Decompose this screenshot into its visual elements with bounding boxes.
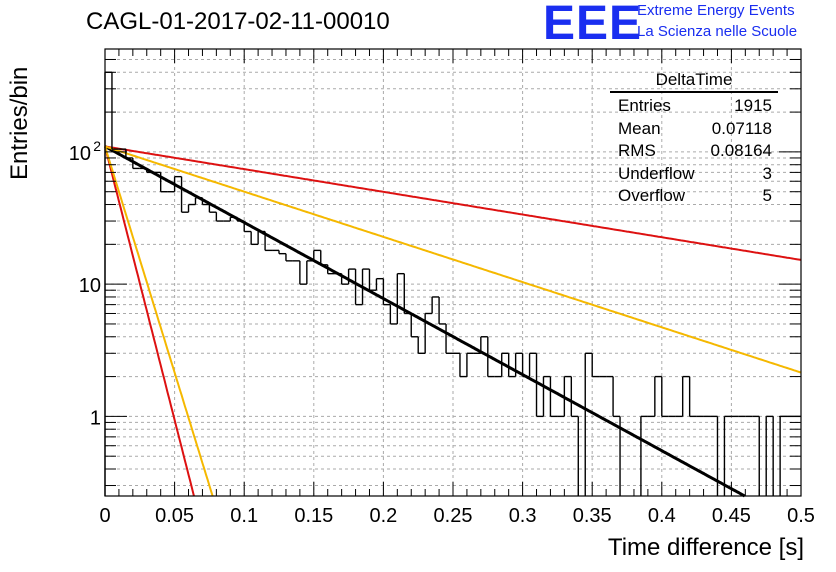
stats-value: 0.07118 [711, 118, 772, 138]
chart-title: CAGL-01-2017-02-11-00010 [86, 8, 390, 35]
stats-value: 3 [762, 163, 772, 183]
stats-label: Underflow [618, 163, 695, 183]
fit-curve [104, 145, 802, 261]
eee-tagline-1: Extreme Energy Events [637, 2, 795, 19]
fit-curve [104, 146, 214, 497]
x-tick-label: 0.4 [648, 505, 676, 527]
stats-value: 5 [762, 186, 772, 205]
x-tick-label: 0.5 [787, 505, 815, 527]
y-tick-label: 10 [69, 143, 91, 165]
x-tick-label: 0.15 [294, 505, 333, 527]
y-axis-label: Entries/bin [6, 66, 33, 180]
stats-label: RMS [618, 141, 656, 160]
stats-row: Mean 0.07118 [610, 118, 778, 141]
fit-curve [104, 145, 802, 374]
stats-label: Overflow [618, 186, 686, 205]
stats-label: Mean [618, 118, 661, 138]
y-tick-label: 10 [79, 275, 101, 297]
histogram [104, 71, 801, 496]
x-tick-label: 0.1 [230, 505, 258, 527]
axis-tick-labels: 0 0.05 0.1 0.15 0.2 0.25 0.3 0.35 0.4 0.45 0.5 1 10 1… [69, 138, 815, 527]
x-tick-label: 0.05 [155, 505, 194, 527]
stats-title: DeltaTime [610, 70, 778, 93]
stats-row: Overflow 5 [610, 185, 778, 208]
axis-ticks [104, 48, 802, 496]
eee-logo: EEE [543, 0, 643, 50]
stats-row: Underflow 3 [610, 163, 778, 186]
y-tick-label-exponent: 2 [93, 138, 101, 154]
x-tick-label: 0.25 [434, 505, 473, 527]
stats-label: Entries [618, 96, 671, 115]
eee-tagline-2: La Scienza nelle Scuole [637, 23, 798, 40]
x-axis-label: Time difference [s] [607, 534, 804, 561]
fit-curve [104, 146, 195, 497]
x-tick-label: 0 [99, 505, 110, 527]
stats-row: Entries 1915 [610, 95, 778, 118]
x-tick-label: 0.35 [573, 505, 612, 527]
stats-box: DeltaTime Entries 1915 Mean 0.07118 RMS 0.0… [610, 70, 778, 208]
stats-row: RMS 0.08164 [610, 140, 778, 163]
stats-value: 1915 [734, 96, 772, 115]
y-tick-label: 1 [90, 407, 101, 429]
stats-value: 0.08164 [710, 141, 772, 160]
x-tick-label: 0.3 [509, 505, 537, 527]
x-tick-label: 0.45 [712, 505, 751, 527]
x-tick-label: 0.2 [369, 505, 397, 527]
